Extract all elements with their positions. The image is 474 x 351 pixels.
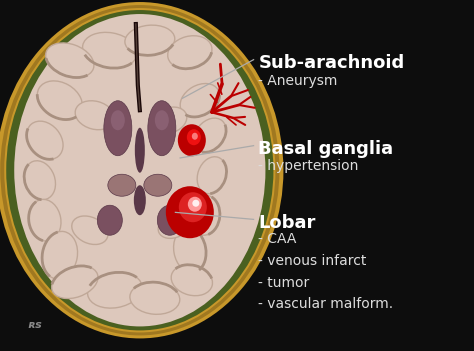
Text: - CAA
- venous infarct
- tumor
- vascular malform.: - CAA - venous infarct - tumor - vascula… — [258, 232, 393, 311]
Ellipse shape — [82, 32, 137, 68]
Ellipse shape — [166, 186, 214, 238]
Ellipse shape — [134, 185, 146, 215]
Ellipse shape — [111, 110, 125, 130]
Ellipse shape — [197, 157, 227, 194]
Ellipse shape — [168, 36, 212, 69]
Text: Sub-arachnoid: Sub-arachnoid — [258, 54, 405, 72]
Ellipse shape — [192, 200, 200, 207]
Ellipse shape — [178, 124, 206, 156]
Ellipse shape — [148, 101, 176, 156]
Ellipse shape — [157, 205, 182, 235]
Ellipse shape — [125, 25, 175, 55]
Ellipse shape — [171, 265, 212, 296]
Ellipse shape — [144, 174, 172, 196]
Ellipse shape — [153, 107, 187, 133]
Ellipse shape — [192, 133, 198, 140]
Ellipse shape — [108, 174, 136, 196]
Ellipse shape — [0, 5, 280, 336]
Ellipse shape — [6, 10, 273, 330]
Text: - Aneurysm: - Aneurysm — [258, 74, 337, 88]
Ellipse shape — [75, 101, 115, 130]
Ellipse shape — [88, 272, 142, 308]
Ellipse shape — [135, 128, 145, 173]
Ellipse shape — [158, 212, 191, 238]
Text: Basal ganglia: Basal ganglia — [258, 140, 393, 158]
Ellipse shape — [14, 14, 265, 326]
Text: ʀs: ʀs — [28, 320, 42, 330]
Ellipse shape — [37, 81, 82, 120]
Ellipse shape — [187, 129, 201, 145]
Ellipse shape — [52, 266, 98, 299]
Ellipse shape — [155, 110, 169, 130]
Ellipse shape — [24, 161, 55, 200]
Ellipse shape — [27, 121, 63, 159]
Ellipse shape — [104, 101, 132, 156]
Ellipse shape — [188, 197, 202, 212]
Ellipse shape — [190, 195, 220, 235]
Ellipse shape — [0, 2, 283, 338]
Ellipse shape — [72, 216, 108, 245]
Ellipse shape — [42, 231, 78, 279]
Ellipse shape — [193, 118, 226, 152]
Ellipse shape — [180, 84, 219, 117]
Ellipse shape — [46, 43, 94, 78]
Ellipse shape — [4, 8, 275, 332]
Ellipse shape — [173, 228, 206, 273]
Ellipse shape — [97, 205, 122, 235]
Text: Lobar: Lobar — [258, 214, 316, 232]
Ellipse shape — [28, 199, 61, 241]
Ellipse shape — [130, 282, 180, 314]
Text: - hypertension: - hypertension — [258, 159, 359, 173]
Ellipse shape — [179, 192, 207, 222]
